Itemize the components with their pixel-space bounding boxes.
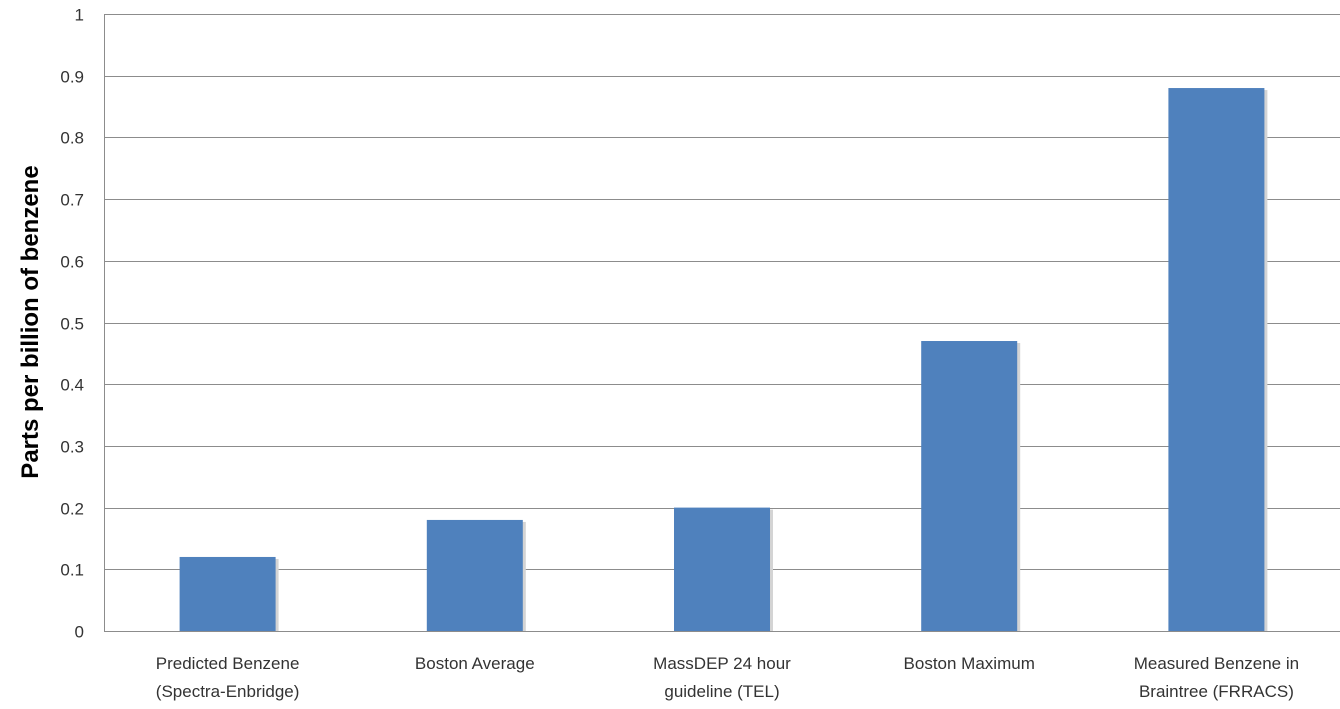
gridlines [104,14,1340,632]
x-category-label: Predicted Benzene (Spectra-Enbridge) [156,654,300,701]
bar [674,507,770,631]
bar [426,519,523,631]
x-category-label: Boston Maximum [904,654,1035,673]
x-axis-categories: Predicted Benzene (Spectra-Enbridge) Bosto… [156,654,1299,701]
x-category-label-line: Predicted Benzene [156,654,300,673]
y-axis-label: Parts per billion of benzene [17,165,44,478]
x-category-label: Measured Benzene in Braintree (FRRACS) [1134,654,1299,701]
y-tick-label: 1 [75,6,84,25]
x-category-label-line: Braintree (FRRACS) [1139,682,1294,701]
bar [1168,88,1265,632]
y-tick-label: 0.3 [60,438,84,457]
y-tick-label: 0.1 [60,561,84,580]
y-tick-label: 0.7 [60,191,84,210]
y-tick-label: 0.9 [60,68,84,87]
bar [921,341,1018,631]
x-category-label-line: (Spectra-Enbridge) [156,682,300,701]
y-tick-label: 0 [75,623,84,642]
y-tick-label: 0.8 [60,129,84,148]
y-tick-label: 0.6 [60,253,84,272]
bar [179,556,276,631]
x-category-label-line: Boston Average [415,654,535,673]
y-tick-label: 0.2 [60,500,84,519]
y-axis-ticks: 0 0.1 0.2 0.3 0.4 0.5 0.6 0.7 0.8 0.9 1 [60,6,84,642]
x-category-label-line: Measured Benzene in [1134,654,1299,673]
y-tick-label: 0.5 [60,315,84,334]
x-category-label: Boston Average [415,654,535,673]
bars [179,88,1268,632]
x-category-label-line: MassDEP 24 hour [653,654,791,673]
x-category-label: MassDEP 24 hour guideline (TEL) [653,654,791,701]
x-category-label-line: guideline (TEL) [664,682,779,701]
x-category-label-line: Boston Maximum [904,654,1035,673]
y-tick-label: 0.4 [60,376,84,395]
